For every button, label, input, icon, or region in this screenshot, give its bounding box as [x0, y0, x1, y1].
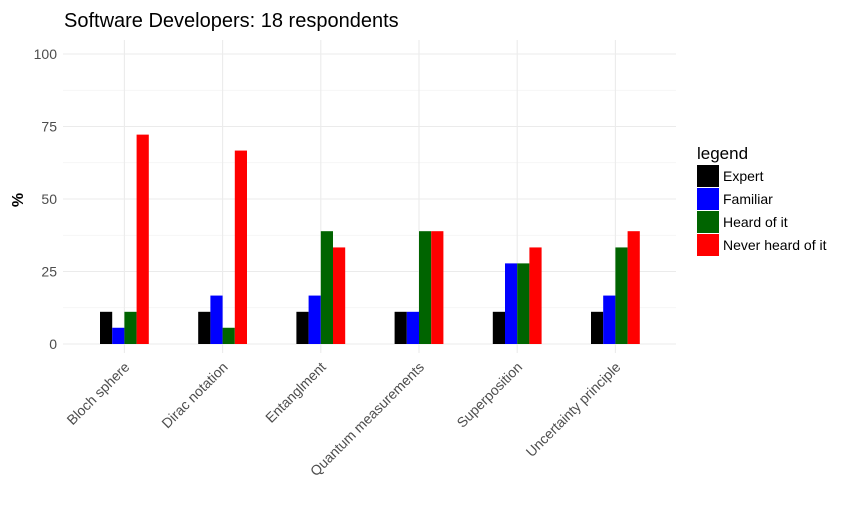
- y-axis-label: %: [10, 193, 27, 207]
- legend-swatch: [697, 188, 719, 210]
- bar: [394, 311, 407, 344]
- bar: [627, 231, 640, 344]
- bar: [136, 134, 149, 344]
- bar: [100, 311, 113, 344]
- bar: [198, 311, 211, 344]
- x-tick-label: Uncertainty principle: [523, 359, 624, 460]
- bar: [320, 231, 333, 344]
- y-tick-label: 50: [41, 191, 57, 207]
- x-tick-label: Bloch sphere: [63, 359, 132, 428]
- x-tick-label: Entanglment: [262, 359, 329, 426]
- bar: [431, 231, 444, 344]
- bar: [492, 311, 505, 344]
- bar: [505, 263, 518, 344]
- y-tick-label: 100: [34, 46, 58, 62]
- legend-swatch: [697, 211, 719, 233]
- y-axis-ticks: 0 25 50 75 100: [34, 46, 58, 352]
- y-tick-label: 0: [49, 336, 57, 352]
- bar: [406, 311, 419, 344]
- legend-label: Never heard of it: [723, 237, 827, 253]
- bar: [222, 327, 235, 344]
- legend-title: legend: [697, 144, 748, 163]
- grid-lines: [63, 40, 676, 353]
- bar: [591, 311, 604, 344]
- bars: [100, 134, 640, 344]
- legend-label: Familiar: [723, 191, 773, 207]
- bar: [517, 263, 530, 344]
- y-tick-label: 25: [41, 264, 57, 280]
- x-axis-ticks: Bloch sphere Dirac notation EntanglmentQua…: [63, 359, 623, 479]
- bar: [234, 150, 247, 344]
- bar: [308, 295, 321, 344]
- x-tick-label: Dirac notation: [158, 359, 230, 431]
- bar: [124, 311, 137, 344]
- bar: [296, 311, 309, 344]
- legend-swatch: [697, 234, 719, 256]
- legend-label: Heard of it: [723, 214, 788, 230]
- bar: [112, 327, 125, 344]
- chart-title: Software Developers: 18 respondents: [64, 10, 399, 32]
- bar: [615, 247, 628, 344]
- x-tick-label: Superposition: [453, 359, 525, 431]
- bar: [529, 247, 542, 344]
- legend-swatch: [697, 165, 719, 187]
- bar: [210, 295, 223, 344]
- legend: legend Expert Familiar Heard of it Never he…: [697, 144, 827, 256]
- x-tick-label: Quantum measurements: [307, 359, 427, 479]
- bar: [419, 231, 432, 344]
- legend-label: Expert: [723, 168, 764, 184]
- bar: [603, 295, 616, 344]
- y-tick-label: 75: [41, 119, 57, 135]
- bar: [333, 247, 346, 344]
